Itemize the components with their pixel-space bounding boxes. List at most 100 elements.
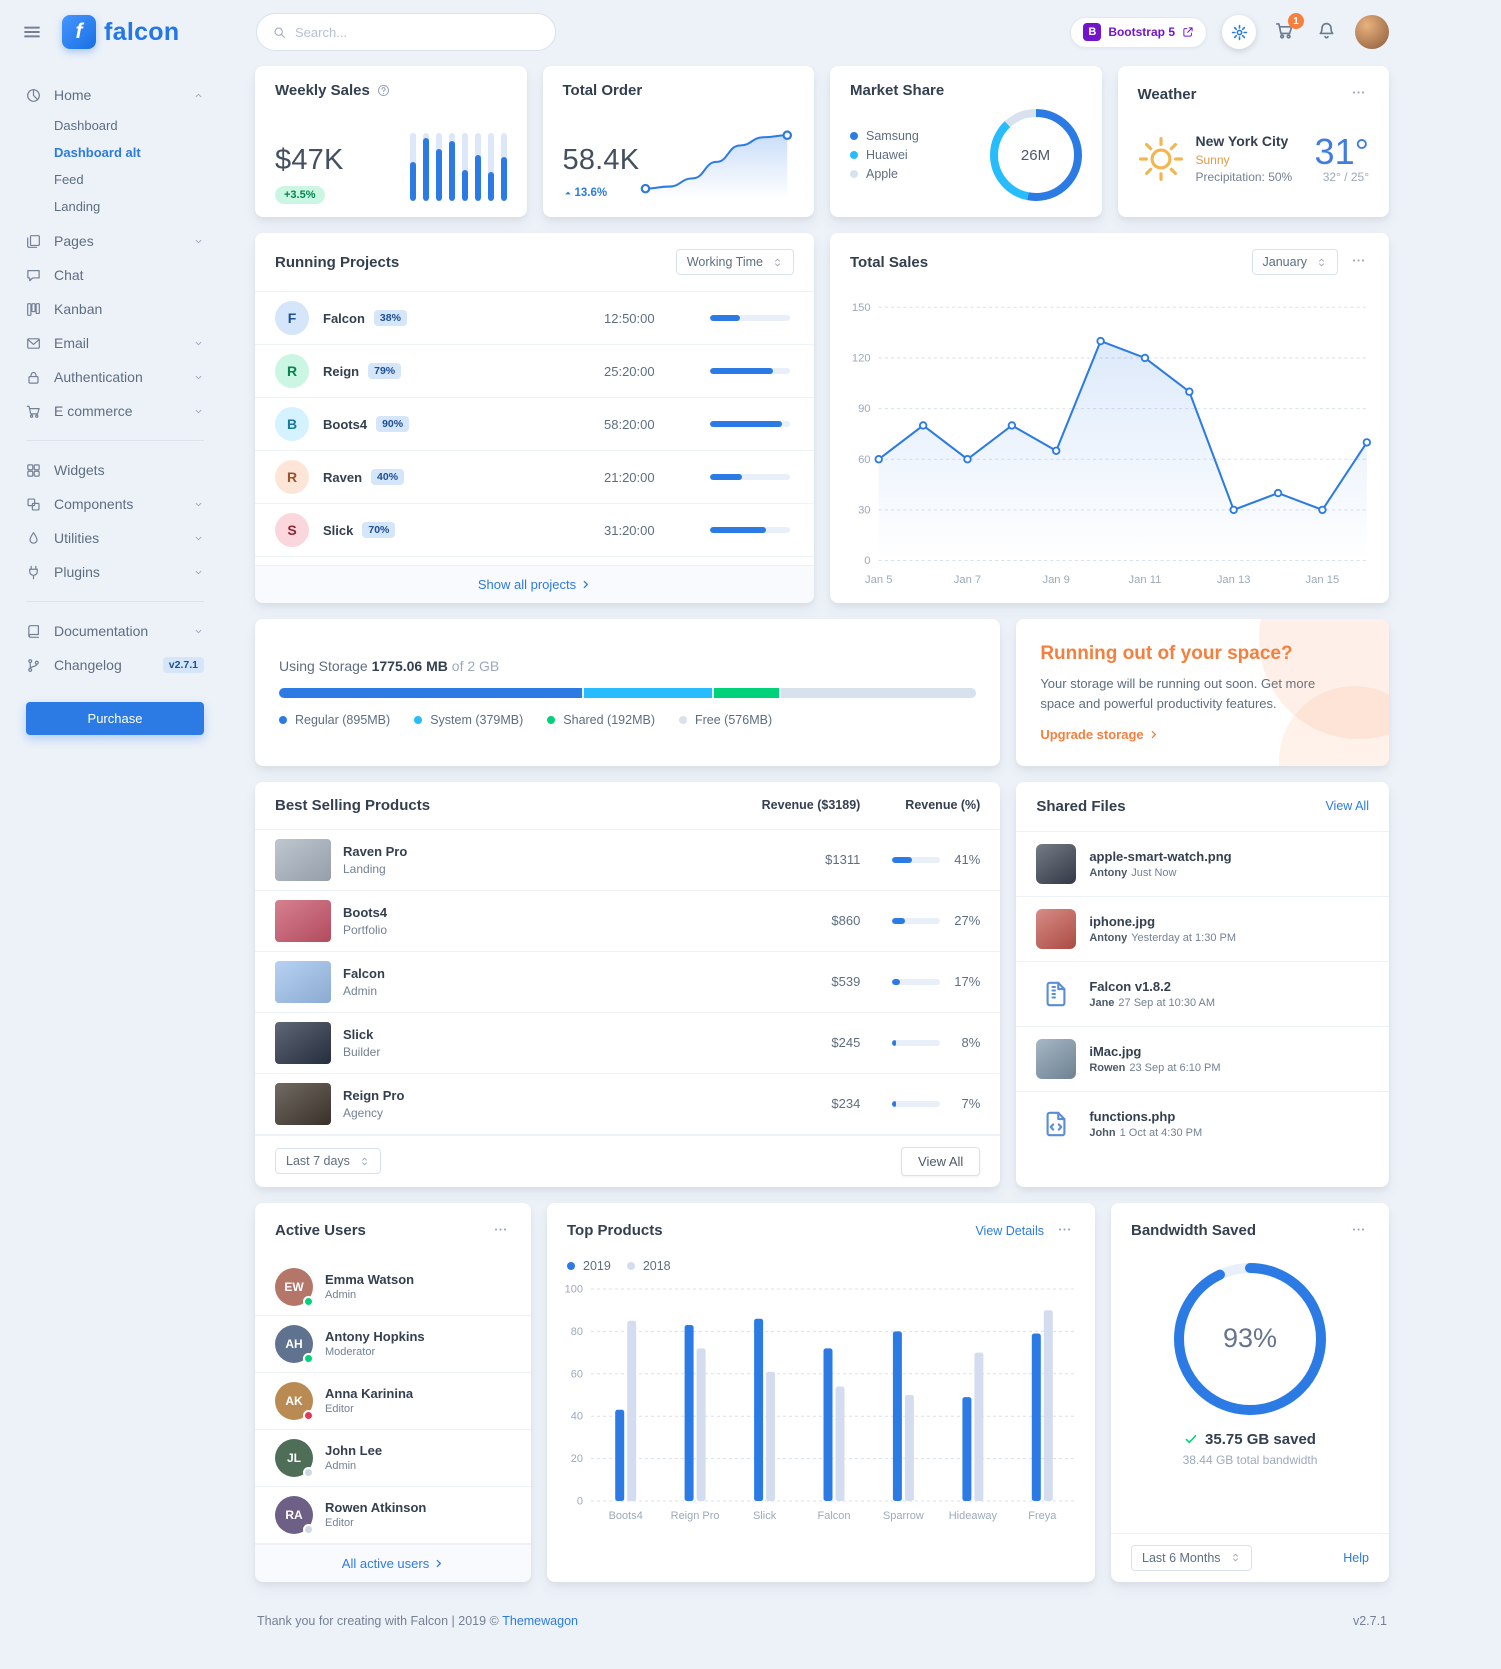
sidebar-item-dashboard-alt[interactable]: Dashboard alt bbox=[54, 145, 141, 160]
sidebar-submenu: Dashboard Dashboard alt Feed Landing bbox=[26, 112, 204, 224]
chevron-down-icon bbox=[193, 626, 204, 637]
project-name-link[interactable]: Reign bbox=[323, 363, 360, 379]
sidebar-item-pages[interactable]: Pages bbox=[26, 224, 204, 258]
cart-button[interactable]: 1 bbox=[1271, 13, 1304, 47]
product-name-link[interactable]: Slick bbox=[343, 1026, 374, 1042]
sidebar-item-label: Chat bbox=[54, 267, 84, 283]
sidebar-item-chat[interactable]: Chat bbox=[26, 258, 204, 292]
weekly-sales-figures: $47K +3.5% bbox=[275, 144, 344, 204]
storage-segment-regular-895mb bbox=[279, 687, 583, 698]
total-order-chart bbox=[639, 126, 794, 202]
project-time: 25:20:00 bbox=[604, 363, 655, 379]
view-details-link[interactable]: View Details bbox=[975, 1223, 1044, 1238]
card-menu-button[interactable] bbox=[490, 1219, 511, 1243]
storage-segment-free-576mb bbox=[781, 687, 977, 698]
sidebar-item-widgets[interactable]: Widgets bbox=[26, 453, 204, 487]
svg-text:100: 100 bbox=[565, 1283, 583, 1295]
card-menu-button[interactable] bbox=[1348, 1219, 1369, 1243]
purchase-button[interactable]: Purchase bbox=[26, 702, 204, 735]
sidebar-item-landing[interactable]: Landing bbox=[54, 199, 101, 214]
themewagon-link[interactable]: Themewagon bbox=[502, 1613, 578, 1628]
last-6-months-select[interactable]: Last 6 Months bbox=[1131, 1544, 1252, 1571]
sidebar-item-components[interactable]: Components bbox=[26, 487, 204, 521]
sidebar-item-home[interactable]: Home bbox=[26, 78, 204, 112]
last-7-days-select[interactable]: Last 7 days bbox=[275, 1148, 381, 1175]
settings-gear-button[interactable] bbox=[1222, 15, 1256, 49]
best-selling-header: Best Selling Products Revenue ($3189) Re… bbox=[255, 782, 1001, 830]
stats-row: Weekly Sales $47K +3.5% Total Order 58.4… bbox=[255, 66, 1389, 217]
file-name-link[interactable]: apple-smart-watch.png bbox=[1089, 848, 1232, 864]
help-link[interactable]: Help bbox=[1343, 1550, 1369, 1565]
sidebar-item-plugins[interactable]: Plugins bbox=[26, 555, 204, 589]
chart-pie-icon bbox=[26, 88, 41, 103]
product-name-link[interactable]: Falcon bbox=[343, 965, 385, 981]
storage-legend-shared-192mb: Shared (192MB) bbox=[547, 713, 655, 727]
product-name-link[interactable]: Reign Pro bbox=[343, 1087, 405, 1103]
product-percent: 7% bbox=[961, 1096, 981, 1112]
view-all-button[interactable]: View All bbox=[901, 1146, 981, 1176]
project-progress-bar bbox=[710, 527, 790, 533]
market-share-legend: Samsung Huawei Apple bbox=[850, 129, 919, 181]
cart-count-badge: 1 bbox=[1288, 13, 1304, 29]
help-icon[interactable] bbox=[377, 84, 390, 97]
navbar-left: f falcon bbox=[18, 15, 256, 49]
user-name-link[interactable]: John Lee bbox=[325, 1443, 383, 1459]
product-name-link[interactable]: Raven Pro bbox=[343, 843, 408, 859]
project-name-link[interactable]: Boots4 bbox=[323, 416, 368, 432]
project-name-link[interactable]: Raven bbox=[323, 469, 363, 485]
product-thumbnail bbox=[275, 899, 331, 942]
sidebar-item-dashboard[interactable]: Dashboard bbox=[54, 118, 118, 133]
file-owner: Rowen bbox=[1089, 1061, 1126, 1074]
falcon-logo[interactable]: f falcon bbox=[62, 15, 179, 49]
bandwidth-card: Bandwidth Saved 93% 35.75 GB saved 38.44… bbox=[1111, 1202, 1389, 1582]
file-name-link[interactable]: Falcon v1.8.2 bbox=[1089, 978, 1171, 994]
sidebar-item-label: Utilities bbox=[54, 530, 100, 546]
sidebar-item-feed[interactable]: Feed bbox=[54, 172, 84, 187]
bootstrap5-badge[interactable]: B Bootstrap 5 bbox=[1070, 16, 1207, 48]
notifications-bell-button[interactable] bbox=[1313, 17, 1340, 47]
file-time: 27 Sep at 10:30 AM bbox=[1118, 996, 1216, 1009]
branch-icon bbox=[26, 658, 41, 673]
user-name-link[interactable]: Anna Karinina bbox=[325, 1386, 414, 1402]
bootstrap-label: Bootstrap 5 bbox=[1108, 25, 1175, 39]
card-menu-button[interactable] bbox=[1348, 250, 1369, 274]
card-menu-button[interactable] bbox=[1054, 1219, 1075, 1243]
user-name-link[interactable]: Rowen Atkinson bbox=[325, 1500, 427, 1516]
user-avatar-button[interactable] bbox=[1355, 15, 1389, 49]
project-name-link[interactable]: Falcon bbox=[323, 310, 365, 326]
active-users-card: Active Users EW Emma Watson Admin AH Antony … bbox=[255, 1202, 531, 1582]
search-input[interactable] bbox=[295, 24, 539, 40]
file-code-icon bbox=[1036, 1104, 1076, 1144]
product-name-link[interactable]: Boots4 bbox=[343, 904, 388, 920]
file-name-link[interactable]: iMac.jpg bbox=[1089, 1043, 1142, 1059]
sidebar-item-kanban[interactable]: Kanban bbox=[26, 292, 204, 326]
sidebar-item-utilities[interactable]: Utilities bbox=[26, 521, 204, 555]
working-time-select[interactable]: Working Time bbox=[675, 249, 794, 275]
product-category: Builder bbox=[343, 1044, 381, 1059]
legend-item-2019: 2019 bbox=[567, 1259, 611, 1273]
sidebar-item-changelog[interactable]: Changelog v2.7.1 bbox=[26, 648, 204, 682]
product-category: Agency bbox=[343, 1105, 384, 1120]
month-select[interactable]: January bbox=[1251, 249, 1338, 275]
sidebar-item-email[interactable]: Email bbox=[26, 326, 204, 360]
svg-text:Hideaway: Hideaway bbox=[949, 1510, 998, 1522]
sidebar-item-label: Changelog bbox=[54, 657, 122, 673]
hamburger-menu-button[interactable] bbox=[18, 18, 46, 46]
file-name-link[interactable]: iphone.jpg bbox=[1089, 913, 1156, 929]
user-name-link[interactable]: Emma Watson bbox=[325, 1272, 415, 1288]
show-all-projects-link[interactable]: Show all projects bbox=[478, 577, 591, 592]
upgrade-storage-link[interactable]: Upgrade storage bbox=[1040, 727, 1365, 742]
sidebar-item-e-commerce[interactable]: E commerce bbox=[26, 394, 204, 428]
file-name-link[interactable]: functions.php bbox=[1089, 1108, 1176, 1124]
card-menu-button[interactable] bbox=[1348, 82, 1369, 106]
project-name-link[interactable]: Slick bbox=[323, 522, 354, 538]
best-selling-list: Raven Pro Landing $1311 41% Boots4 Portfolio $… bbox=[255, 830, 1001, 1135]
user-name-link[interactable]: Antony Hopkins bbox=[325, 1329, 425, 1345]
project-row: R Reign 79% 25:20:00 bbox=[255, 345, 814, 398]
all-active-users-link[interactable]: All active users bbox=[342, 1556, 444, 1571]
sidebar-item-authentication[interactable]: Authentication bbox=[26, 360, 204, 394]
plug-icon bbox=[26, 565, 41, 580]
files-view-all-link[interactable]: View All bbox=[1325, 799, 1369, 814]
svg-text:20: 20 bbox=[571, 1453, 583, 1465]
sidebar-item-documentation[interactable]: Documentation bbox=[26, 614, 204, 648]
